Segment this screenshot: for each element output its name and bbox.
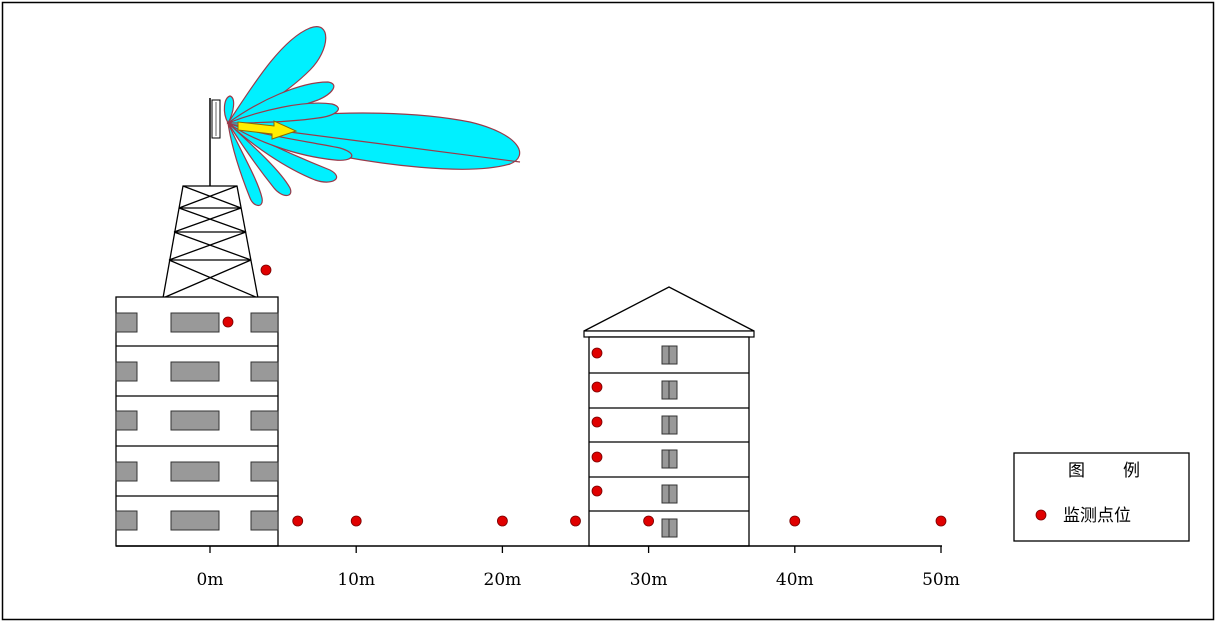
monitoring-point-ground — [350, 515, 362, 527]
side-lobe-lower-3 — [227, 122, 263, 207]
back-lobe — [223, 95, 235, 125]
monitoring-points — [222, 264, 947, 527]
axis-tick-label: 30m — [630, 570, 668, 590]
axis-tick-marks — [209, 546, 942, 553]
axis-tick-labels: 0m 10m 20m 30m 40m 50m — [197, 570, 960, 590]
legend-box — [1013, 452, 1190, 542]
axis-tick-label: 0m — [197, 570, 224, 590]
legend: 图 例 监测点位 — [1013, 452, 1190, 542]
monitoring-point-floor — [591, 451, 603, 463]
legend-item-label: 监测点位 — [1063, 506, 1131, 526]
axis-tick-label: 10m — [337, 570, 375, 590]
lattice-tower — [162, 185, 259, 299]
radiation-pattern — [223, 26, 521, 207]
monitoring-point-top-floor — [222, 316, 234, 328]
monitoring-point-ground — [292, 515, 304, 527]
monitoring-point-floor — [591, 416, 603, 428]
side-lobe-upper-2 — [227, 102, 339, 124]
monitoring-point-ground — [570, 515, 581, 527]
legend-title-right: 例 — [1123, 461, 1140, 481]
axis-tick-label: 20m — [484, 570, 522, 590]
monitoring-point-ground — [935, 515, 947, 527]
axis-tick-label: 50m — [922, 570, 960, 590]
legend-point-marker — [1035, 509, 1047, 521]
monitoring-point-floor — [591, 347, 603, 359]
side-lobe-lower-2 — [227, 122, 292, 197]
monitoring-point-roof-top — [260, 264, 272, 276]
monitoring-point-ground — [643, 515, 654, 527]
legend-title-left: 图 — [1068, 461, 1085, 481]
monitoring-point-floor — [591, 381, 603, 393]
monitoring-point-ground — [496, 515, 508, 527]
monitoring-point-floor — [591, 485, 603, 497]
left-building — [115, 296, 279, 547]
right-building — [583, 286, 755, 547]
direction-arrow — [237, 120, 298, 140]
monitoring-point-ground — [789, 515, 801, 527]
right-building-windows — [661, 345, 678, 538]
left-building-windows — [115, 312, 279, 531]
axis-tick-label: 40m — [776, 570, 814, 590]
